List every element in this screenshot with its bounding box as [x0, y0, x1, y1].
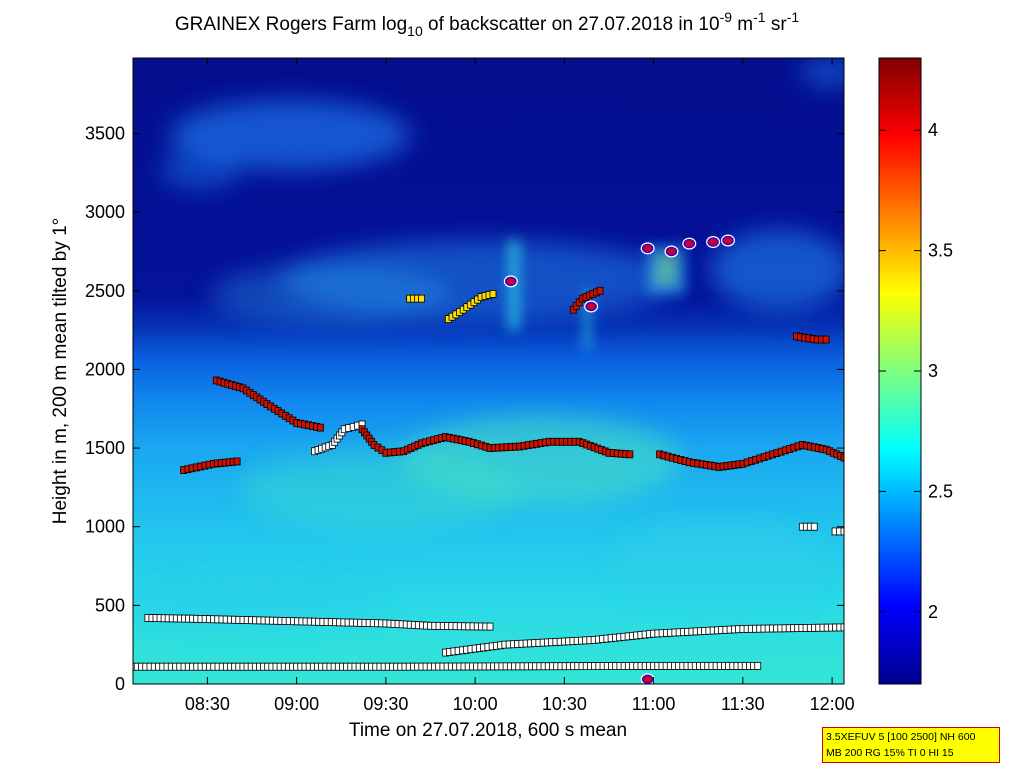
layer-marker-upper-layer: [822, 335, 830, 344]
layer-marker-upper-layer: [418, 294, 425, 303]
layer-marker-surface-layer: [754, 662, 762, 670]
plot-frame: [132, 57, 845, 685]
y-tick-label: 0: [115, 674, 125, 694]
x-tick-label: 09:00: [274, 694, 319, 714]
cloud-base-markers: [503, 234, 735, 684]
layer-marker-residual-layer: [840, 623, 844, 632]
y-tick-label: 1000: [85, 517, 125, 537]
y-tick-label: 2500: [85, 281, 125, 301]
layer-marker-boundary-layer-top: [233, 457, 241, 466]
colorbar-ticks: 2 2.5 3 3.5 4: [879, 120, 953, 622]
cloud-base-marker: [585, 301, 597, 312]
cloud-base-marker: [665, 246, 678, 257]
colorbar-tick-label: 2.5: [928, 481, 953, 501]
x-tick-label: 12:00: [810, 694, 855, 714]
y-tick-label: 3000: [85, 202, 125, 222]
layer-marker-boundary-layer-top: [626, 450, 634, 459]
colorbar-tick-label: 3.5: [928, 241, 953, 261]
x-tick-label: 11:30: [721, 694, 765, 714]
chart-title: GRAINEX Rogers Farm log10 of backscatter…: [175, 9, 799, 39]
cloud-base-marker: [641, 674, 654, 684]
cloud-base-marker: [707, 237, 719, 247]
x-tick-label: 08:30: [185, 694, 230, 714]
x-tick-label: 10:00: [453, 694, 498, 714]
layer-marker-upper-layer: [840, 527, 844, 536]
y-tick-label: 2000: [85, 359, 125, 379]
y-tick-label: 1500: [85, 438, 125, 458]
y-axis-label: Height in m, 200 m mean tilted by 1°: [50, 218, 71, 524]
x-tick-label: 10:30: [542, 694, 587, 714]
cloud-base-marker: [641, 243, 654, 254]
y-axis: 0 500 1000 1500 2000 2500 3000 3500: [85, 123, 844, 694]
cloud-base-marker: [683, 238, 696, 249]
colorbar-tick-label: 3: [928, 361, 938, 381]
info-line-2: MB 200 RG 15% TI 0 HI 15: [826, 747, 954, 759]
cloud-base-marker: [722, 235, 734, 246]
y-tick-label: 3500: [85, 123, 125, 143]
x-tick-label: 09:30: [363, 694, 408, 714]
layer-marker-upper-layer: [810, 522, 818, 531]
cloud-base-marker: [505, 276, 517, 287]
x-tick-label: 11:00: [632, 694, 676, 714]
x-axis-label: Time on 27.07.2018, 600 s mean: [349, 720, 627, 741]
colorbar-tick-label: 4: [928, 120, 938, 140]
layer-marker-aerosol-layer-low: [486, 622, 494, 631]
colorbar-tick-label: 2: [928, 602, 938, 622]
y-tick-label: 500: [95, 595, 125, 615]
layer-marker-boundary-layer-top: [840, 453, 844, 462]
heatmap-area: [133, 58, 844, 684]
x-axis: 08:30 09:00 09:30 10:00 10:30 11:00 11:30 12:00: [185, 58, 855, 714]
layer-marker-upper-layer: [596, 286, 604, 295]
layer-marker-boundary-layer-top: [317, 423, 324, 432]
settings-info-box: 3.5XEFUV 5 [100 2500] NH 600 MB 200 RG 1…: [822, 727, 1000, 763]
layer-marker-upper-layer: [489, 290, 497, 298]
info-line-1: 3.5XEFUV 5 [100 2500] NH 600: [826, 731, 976, 743]
layer-markers: [133, 286, 844, 671]
